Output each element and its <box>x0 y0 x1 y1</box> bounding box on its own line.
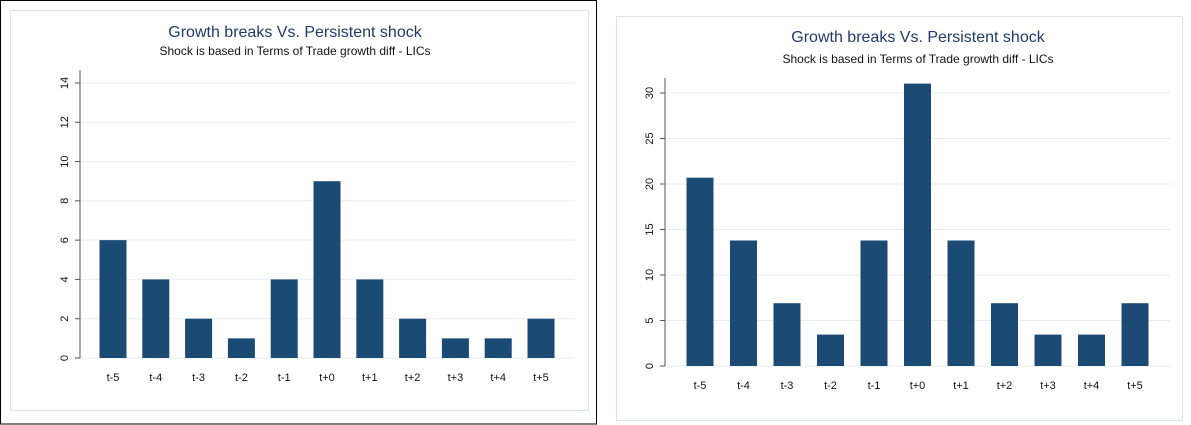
x-tick-label: t-4 <box>737 380 750 392</box>
y-tick-label: 8 <box>59 198 71 204</box>
chart-subtitle: Shock is based in Terms of Trade growth … <box>159 44 430 58</box>
x-tick-label: t+3 <box>1040 380 1056 392</box>
x-tick-label: t-5 <box>107 372 120 384</box>
x-tick-label: t+0 <box>910 380 926 392</box>
y-tick-label: 25 <box>644 132 656 144</box>
bar <box>991 303 1018 366</box>
bar <box>686 177 714 366</box>
x-tick-label: t+1 <box>953 380 969 392</box>
x-tick-label: t-1 <box>868 380 881 392</box>
chart-subtitle: Shock is based in Terms of Trade growth … <box>782 52 1053 66</box>
y-tick-label: 0 <box>644 363 656 369</box>
bar <box>773 303 801 366</box>
bar <box>227 338 255 358</box>
x-tick-label: t+1 <box>362 372 378 384</box>
bar <box>399 318 427 358</box>
y-tick-label: 30 <box>644 87 656 99</box>
y-tick-label: 2 <box>59 316 71 322</box>
y-tick-label: 20 <box>644 178 656 190</box>
y-tick-label: 6 <box>59 237 71 243</box>
bar <box>441 338 469 358</box>
x-tick-label: t+5 <box>533 372 549 384</box>
bar <box>313 181 341 358</box>
chart-title: Growth breaks Vs. Persistent shock <box>168 24 422 41</box>
bar <box>1034 334 1062 366</box>
x-tick-label: t-2 <box>235 372 248 384</box>
bar <box>817 334 844 366</box>
bar <box>904 83 931 366</box>
x-tick-label: t-3 <box>781 380 794 392</box>
y-tick-label: 15 <box>644 223 656 235</box>
x-tick-label: t+4 <box>1084 380 1100 392</box>
bar <box>730 240 757 366</box>
bar <box>860 240 888 366</box>
bar <box>185 318 213 358</box>
y-tick-label: 12 <box>59 116 71 128</box>
chart-title: Growth breaks Vs. Persistent shock <box>791 29 1045 46</box>
y-tick-label: 10 <box>59 155 71 167</box>
x-tick-label: t-1 <box>278 372 291 384</box>
x-tick-label: t+0 <box>319 372 335 384</box>
x-tick-label: t-2 <box>824 380 837 392</box>
y-tick-label: 4 <box>59 276 71 282</box>
y-tick-label: 5 <box>644 317 656 323</box>
bar <box>1078 334 1105 366</box>
bar <box>142 279 170 358</box>
x-tick-label: t+5 <box>1127 380 1143 392</box>
bar <box>484 338 512 358</box>
x-tick-label: t-4 <box>149 372 162 384</box>
x-tick-label: t+4 <box>490 372 506 384</box>
bar <box>1121 303 1149 366</box>
x-tick-label: t+2 <box>405 372 421 384</box>
x-tick-label: t+3 <box>448 372 464 384</box>
y-tick-label: 14 <box>59 77 71 89</box>
bar <box>527 318 555 358</box>
bar <box>947 240 975 366</box>
x-tick-label: t-3 <box>192 372 205 384</box>
bar <box>99 240 127 358</box>
bar <box>356 279 384 358</box>
y-tick-label: 10 <box>644 269 656 281</box>
x-tick-label: t+2 <box>997 380 1013 392</box>
x-tick-label: t-5 <box>694 380 707 392</box>
y-tick-label: 0 <box>59 355 71 361</box>
bar <box>270 279 298 358</box>
